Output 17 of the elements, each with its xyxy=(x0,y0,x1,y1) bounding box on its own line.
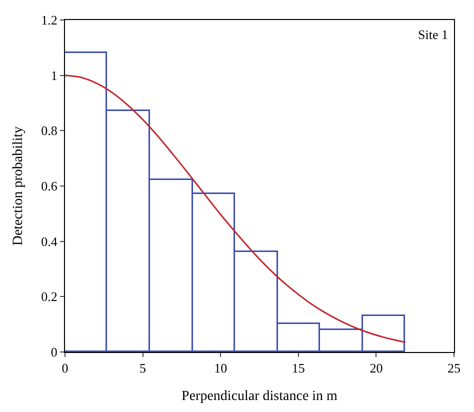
x-tick-label: 25 xyxy=(448,360,460,376)
y-tick-label: 0.2 xyxy=(41,289,58,304)
y-axis-title: Detection probability xyxy=(10,126,26,246)
y-tick-label: 0 xyxy=(50,344,58,360)
x-tick-label: 0 xyxy=(62,360,68,376)
line-series xyxy=(65,74,406,344)
x-tick-label: 20 xyxy=(370,360,383,376)
y-tick-label: 0.4 xyxy=(41,234,58,249)
x-tick-label: 10 xyxy=(214,360,228,376)
y-tick-label: 1.2 xyxy=(41,12,58,28)
y-tick-label: 0.8 xyxy=(41,123,58,138)
x-tick-label: 15 xyxy=(292,360,305,376)
annotation: Site 1 xyxy=(418,27,448,42)
y-tick-label: 0.6 xyxy=(41,178,58,194)
x-tick-label: 5 xyxy=(140,360,146,376)
x-axis-title: Perpendicular distance in m xyxy=(182,388,338,404)
y-tick-label: 1 xyxy=(50,68,58,83)
